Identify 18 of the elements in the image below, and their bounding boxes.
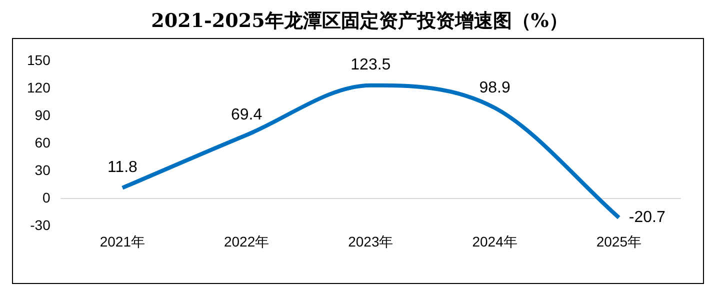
y-tick-label: 120 — [27, 79, 51, 96]
y-tick-label: 0 — [42, 190, 51, 206]
x-tick-label: 2021年 — [100, 233, 145, 250]
data-label: 69.4 — [230, 106, 262, 124]
y-tick-label: -30 — [30, 217, 51, 234]
data-label: 123.5 — [350, 56, 391, 74]
x-tick-label: 2023年 — [348, 233, 394, 250]
x-tick-label: 2025年 — [596, 233, 642, 250]
chart-title: 2021-2025年龙潭区固定资产投资增速图（%） — [150, 9, 569, 34]
y-tick-label: 90 — [34, 106, 51, 123]
data-label: 11.8 — [107, 159, 138, 176]
x-tick-label: 2024年 — [472, 233, 518, 250]
y-tick-label: 150 — [27, 52, 51, 68]
data-label: 98.9 — [479, 79, 510, 96]
y-tick-label: 60 — [34, 134, 51, 150]
y-tick-label: 30 — [34, 162, 51, 178]
data-label: -20.7 — [628, 209, 666, 226]
x-tick-label: 2022年 — [224, 233, 270, 250]
